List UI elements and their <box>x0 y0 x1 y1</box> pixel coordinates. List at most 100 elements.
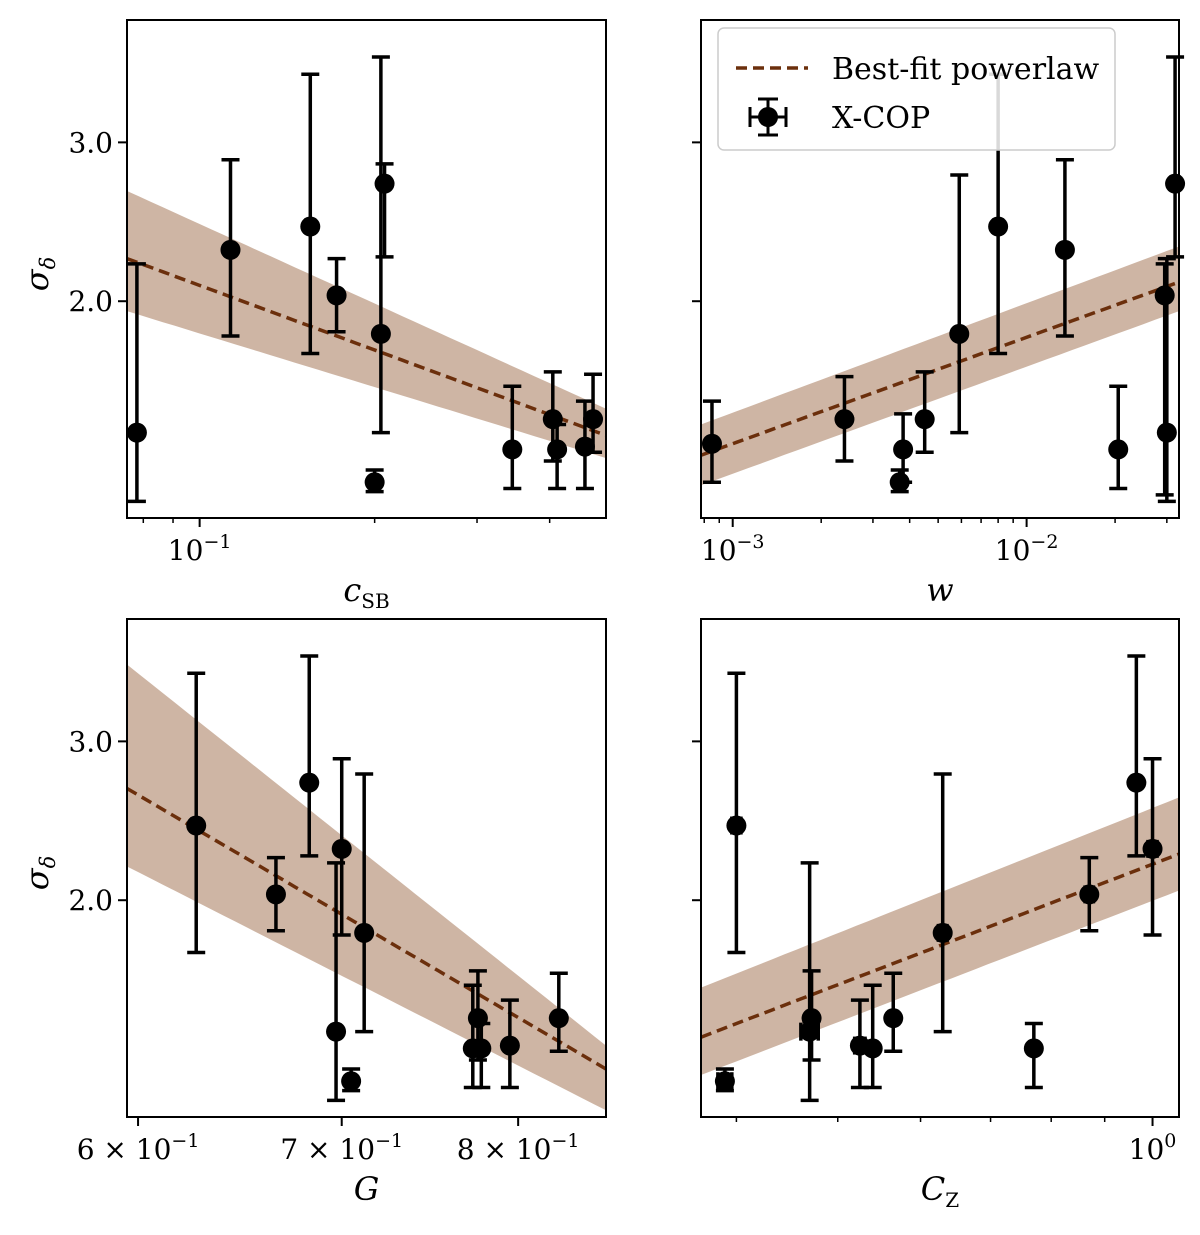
data-point <box>499 998 520 1090</box>
data-point <box>583 372 604 455</box>
data-point <box>1156 256 1177 504</box>
confidence-band <box>127 664 606 1111</box>
data-point <box>1108 384 1129 491</box>
data-point <box>701 399 722 484</box>
data-point <box>1126 654 1147 858</box>
data-marker <box>893 439 914 460</box>
data-point <box>300 72 321 356</box>
legend-data-swatch <box>748 97 788 137</box>
data-marker <box>726 815 747 836</box>
data-point <box>834 374 855 463</box>
fit-line <box>701 852 1179 1039</box>
data-point <box>471 1021 492 1090</box>
data-marker <box>370 323 391 344</box>
x-tick-label: 7 × 10−1 <box>280 1130 403 1166</box>
data-point <box>547 422 568 491</box>
data-marker <box>300 216 321 237</box>
data-point <box>914 370 935 455</box>
x-axis-label: cSB <box>343 571 389 613</box>
data-point <box>893 412 914 484</box>
data-marker <box>949 323 970 344</box>
legend-data-label: X-COP <box>832 101 930 136</box>
data-point <box>186 671 207 955</box>
panel-CZ: 100 CZ <box>692 618 1180 1212</box>
data-marker <box>265 884 286 905</box>
data-point <box>1079 855 1100 933</box>
legend-fit-label: Best-fit powerlaw <box>832 52 1100 87</box>
data-point <box>326 256 347 334</box>
fit-line <box>127 256 606 438</box>
data-point <box>862 983 883 1090</box>
data-marker <box>1165 173 1186 194</box>
data-marker <box>126 422 147 443</box>
data-point <box>1054 157 1075 338</box>
data-marker <box>186 815 207 836</box>
data-marker <box>583 409 604 430</box>
axes-frame <box>700 19 1180 519</box>
panel-csb: 10−1 2.0 3.0 cSB σδ <box>18 19 607 613</box>
data-marker <box>548 1008 569 1029</box>
data-marker <box>1156 422 1177 443</box>
data-marker <box>326 285 347 306</box>
data-point <box>299 654 320 858</box>
x-axis-label: w <box>926 571 953 609</box>
confidence-band <box>127 191 606 459</box>
data-point <box>354 772 375 1034</box>
data-marker <box>354 922 375 943</box>
x-tick-label: 6 × 10−1 <box>77 1130 200 1166</box>
data-marker <box>801 1008 822 1029</box>
data-marker <box>1079 884 1100 905</box>
data-point <box>883 971 904 1054</box>
data-point <box>714 1067 735 1093</box>
data-marker <box>499 1035 520 1056</box>
x-axis-label: G <box>354 1170 380 1208</box>
data-marker <box>374 173 395 194</box>
data-point <box>801 969 822 1062</box>
data-marker <box>326 1021 347 1042</box>
data-marker <box>1142 838 1163 859</box>
data-point <box>364 468 385 494</box>
data-point <box>932 772 953 1034</box>
data-marker <box>1154 285 1175 306</box>
data-point <box>502 384 523 491</box>
axes-frame <box>126 618 607 1118</box>
data-marker <box>341 1071 362 1092</box>
x-tick-label: 10−2 <box>995 531 1059 567</box>
data-point <box>1142 756 1163 937</box>
data-marker <box>701 433 722 454</box>
data-marker <box>220 239 241 260</box>
data-marker <box>1054 239 1075 260</box>
panel-w: 10−3 10−2 w <box>692 19 1186 609</box>
data-point <box>1023 1021 1044 1090</box>
legend: Best-fit powerlaw X-COP <box>717 27 1116 151</box>
data-point <box>331 756 352 937</box>
data-point <box>726 671 747 955</box>
data-marker <box>889 472 910 493</box>
data-marker <box>932 922 953 943</box>
data-marker <box>471 1038 492 1059</box>
x-tick-label: 100 <box>1129 1130 1177 1166</box>
data-point <box>126 262 147 504</box>
data-marker <box>834 409 855 430</box>
legend-box <box>717 27 1116 151</box>
y-axis-label: σδ <box>18 856 60 891</box>
data-point <box>265 855 286 933</box>
x-tick-label: 10−1 <box>168 531 232 567</box>
data-marker <box>1023 1038 1044 1059</box>
data-point <box>889 468 910 494</box>
data-point <box>220 157 241 338</box>
confidence-band <box>701 246 1179 486</box>
data-marker <box>1126 772 1147 793</box>
data-marker <box>862 1038 883 1059</box>
axes-frame <box>126 19 607 519</box>
y-tick-label: 2.0 <box>68 285 113 318</box>
panel-G: 6 × 10−1 7 × 10−1 8 × 10−1 2.0 3.0 Gσδ <box>18 618 607 1208</box>
data-marker <box>364 472 385 493</box>
data-marker <box>883 1008 904 1029</box>
data-marker <box>914 409 935 430</box>
data-point <box>341 1067 362 1093</box>
data-marker <box>299 772 320 793</box>
data-point <box>548 971 569 1054</box>
data-point <box>370 55 391 435</box>
x-tick-label: 10−3 <box>701 531 765 567</box>
